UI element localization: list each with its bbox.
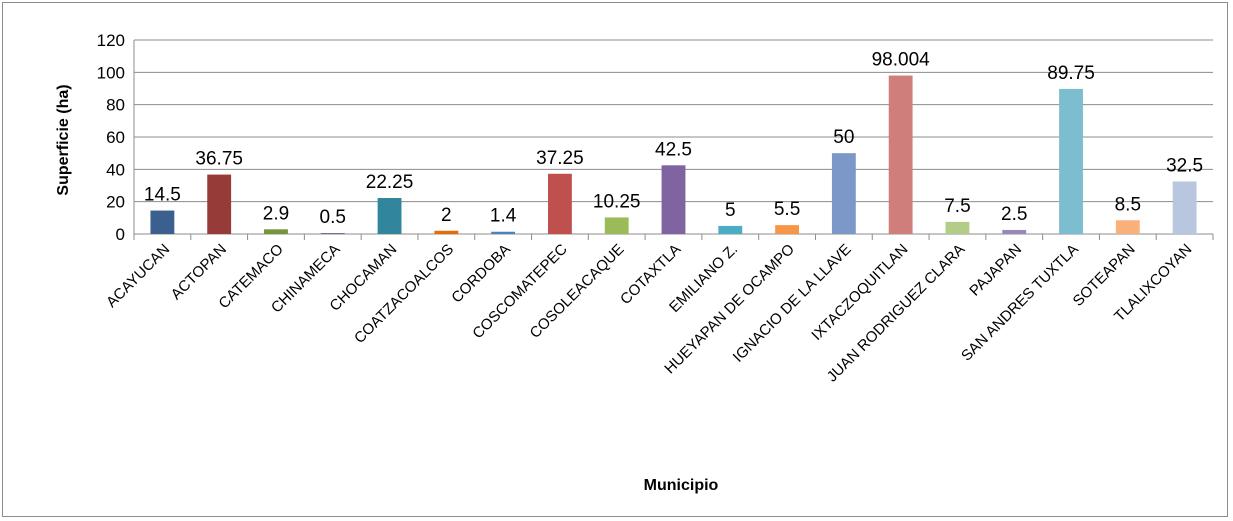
y-tick-label: 120 <box>97 31 125 50</box>
y-tick-label: 100 <box>97 63 125 82</box>
category-label: SAN ANDRES TUXTLA <box>958 241 1082 365</box>
x-axis-title: Municipio <box>644 477 719 494</box>
data-label: 14.5 <box>144 185 181 206</box>
bar <box>945 221 970 234</box>
axes: 0 20 40 60 80 100 120 <box>97 31 1214 244</box>
y-tick-label: 80 <box>106 96 125 115</box>
data-label: 42.5 <box>655 139 692 160</box>
bar <box>434 230 459 234</box>
category-label: ACAYUCAN <box>103 241 173 311</box>
data-label: 89.75 <box>1047 63 1095 84</box>
data-label: 2 <box>441 205 452 226</box>
category-label: IXTACZOQUITLAN <box>808 241 911 344</box>
category-labels: ACAYUCANACTOPANCATEMACOCHINAMECACHOCAMAN… <box>103 241 1195 386</box>
bar-chart: 0 20 40 60 80 100 120 14.5 36.75 2.9 0.5 22.25 2 1.4… <box>55 31 1214 494</box>
data-label: 1.4 <box>490 206 517 227</box>
data-label: 5.5 <box>774 199 800 220</box>
data-label: 37.25 <box>536 148 584 169</box>
y-tick-label: 60 <box>106 128 125 147</box>
y-tick-label: 40 <box>106 160 125 179</box>
bar <box>775 225 800 234</box>
bar <box>547 173 572 234</box>
bars <box>150 75 1197 234</box>
bar <box>888 75 913 234</box>
bar <box>1002 229 1027 234</box>
category-label: COATZACOALCOS <box>351 241 457 347</box>
data-label: 32.5 <box>1166 155 1203 176</box>
bar <box>718 225 743 234</box>
y-axis-title: Superficie (ha) <box>55 84 72 195</box>
bar <box>831 153 856 234</box>
data-label: 10.25 <box>593 191 641 212</box>
data-label: 2.9 <box>263 203 289 224</box>
data-label: 2.5 <box>1001 204 1027 225</box>
data-label: 22.25 <box>366 172 414 193</box>
data-label: 7.5 <box>944 196 970 217</box>
data-label: 8.5 <box>1115 194 1141 215</box>
data-label: 5 <box>725 200 736 221</box>
y-tick-label: 20 <box>106 193 125 212</box>
data-label: 50 <box>833 127 854 148</box>
data-labels: 14.5 36.75 2.9 0.5 22.25 2 1.4 37.25 10.25 42.5 5 5… <box>144 50 1203 229</box>
bar <box>604 217 629 234</box>
data-label: 98.004 <box>872 50 931 71</box>
y-tick-label: 0 <box>116 225 125 244</box>
bar <box>264 229 288 234</box>
bar <box>1115 220 1140 234</box>
data-label: 36.75 <box>195 149 243 170</box>
category-label: COSCOMATEPEC <box>469 241 571 343</box>
bar <box>207 174 232 234</box>
category-label: PAJAPAN <box>966 241 1025 300</box>
bar <box>491 231 516 234</box>
data-label: 0.5 <box>320 207 346 228</box>
category-label: COSOLEACAQUE <box>527 241 628 342</box>
bar <box>661 165 686 234</box>
bar <box>320 233 345 234</box>
bar <box>150 210 175 234</box>
bar <box>1172 181 1197 234</box>
bar <box>377 198 402 234</box>
bar <box>1059 88 1083 234</box>
